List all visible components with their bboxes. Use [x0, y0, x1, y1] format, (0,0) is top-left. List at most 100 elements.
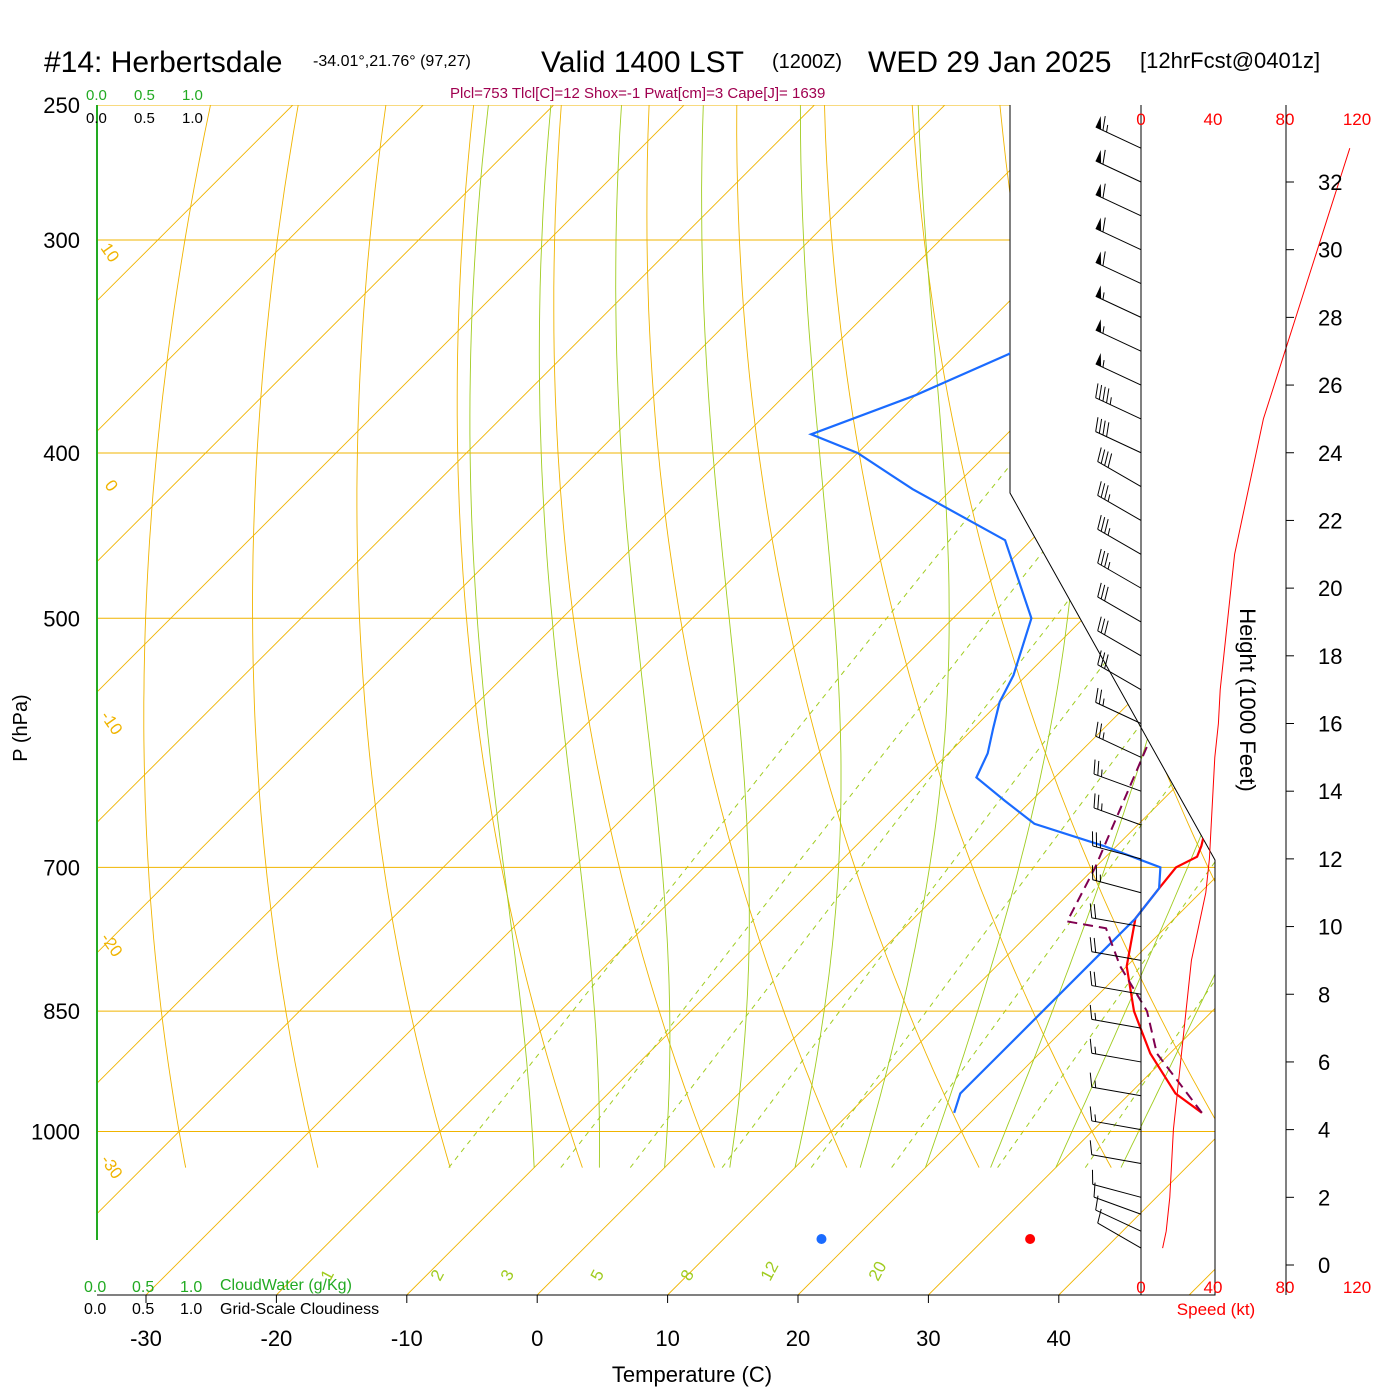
height-tick-label: 24 — [1318, 441, 1342, 466]
wind-barb — [1097, 1208, 1142, 1249]
moist-adiabat-line — [469, 105, 535, 1168]
cloud-green-bottom-2: 1.0 — [180, 1279, 202, 1296]
moist-adiabat-line — [538, 105, 600, 1168]
wind-barb — [1095, 217, 1142, 251]
dry-adiabat-label: 10 — [1037, 522, 1063, 548]
dry-adiabat-line — [143, 105, 218, 1168]
wind-speed-tick-label: 40 — [1204, 1278, 1223, 1297]
cloud-green-bottom-0: 0.0 — [84, 1279, 106, 1296]
mixing-ratio-label: 3 — [497, 1267, 518, 1284]
isotherm-line — [97, 105, 815, 1295]
dry-adiabat-label: -20 — [97, 929, 127, 960]
cloudiness-label: Grid-Scale Cloudiness — [220, 1301, 379, 1318]
wind-speed-tick-label: 120 — [1343, 110, 1371, 129]
dry-adiabat-line — [646, 105, 848, 1168]
station-title: #14: Herbertsdale — [44, 46, 282, 79]
wind-barb — [1089, 1072, 1142, 1097]
wind-barb — [1091, 831, 1142, 860]
pressure-tick-label: 500 — [43, 606, 80, 631]
wind-barb — [1089, 1106, 1142, 1131]
isotherm-line — [1188, 105, 1215, 1295]
isotherm-line — [928, 105, 1215, 1295]
pressure-tick-label: 250 — [43, 93, 80, 118]
temperature-axis: -30 -20 -10 0 10 20 30 40 — [130, 1295, 1071, 1351]
wind-barb — [1093, 793, 1142, 826]
mixing-ratio-line — [810, 452, 1215, 1168]
moist-adiabat-line — [615, 105, 671, 1168]
isotherm-line — [97, 105, 424, 1295]
mixing-ratio-label: 5 — [587, 1267, 608, 1284]
temperature-tick-label: 40 — [1047, 1326, 1071, 1351]
pressure-tick-label: 300 — [43, 228, 80, 253]
height-tick-label: 28 — [1318, 305, 1342, 330]
moist-adiabat-line — [1120, 105, 1215, 1168]
mixing-ratio-line — [560, 452, 1122, 1168]
height-tick-label: 22 — [1318, 508, 1342, 533]
height-tick-label: 18 — [1318, 644, 1342, 669]
wind-barb — [1095, 353, 1142, 386]
isotherm-line — [667, 105, 1215, 1295]
cloudwater-label: CloudWater (g/Kg) — [220, 1277, 352, 1294]
cloud-black-bottom-1: 0.5 — [132, 1301, 154, 1318]
valid-date: WED 29 Jan 2025 — [868, 46, 1111, 79]
wind-barb — [1095, 183, 1142, 217]
dry-adiabat-line — [356, 105, 451, 1168]
pressure-tick-label: 850 — [43, 999, 80, 1024]
cloud-green-top-2: 1.0 — [182, 87, 203, 104]
isotherm-line — [1058, 105, 1215, 1295]
dry-adiabat-line — [736, 105, 980, 1168]
wind-barb — [1097, 481, 1142, 521]
wind-speed-profile — [1162, 148, 1351, 1249]
moist-adiabat-line — [924, 105, 1080, 1168]
dry-adiabat-line — [1170, 105, 1215, 1168]
wind-speed-label: Speed (kt) — [1177, 1300, 1255, 1319]
mixing-ratio-line — [629, 452, 1185, 1168]
wind-barb — [1095, 149, 1142, 183]
stability-indices: Plcl=753 Tlcl[C]=12 Shox=-1 Pwat[cm]=3 C… — [450, 85, 825, 102]
mixing-ratio-label: 12 — [757, 1258, 783, 1284]
temperature-tick-label: 10 — [655, 1326, 679, 1351]
height-tick-label: 16 — [1318, 712, 1342, 737]
wind-barb — [1089, 1038, 1142, 1063]
cloud-black-bottom-2: 1.0 — [180, 1301, 202, 1318]
height-tick-label: 4 — [1318, 1118, 1330, 1143]
dry-adiabat-label: -10 — [97, 707, 127, 738]
series-line-dewpoint — [808, 133, 1178, 1114]
plot-frame — [96, 105, 1216, 1296]
isotherm-line — [97, 105, 1206, 1295]
cloud-green-bottom-1: 0.5 — [132, 1279, 154, 1296]
height-tick-label: 30 — [1318, 238, 1342, 263]
y-axis-label: P (hPa) — [10, 694, 32, 761]
wind-barb — [1089, 903, 1142, 928]
height-tick-label: 2 — [1318, 1185, 1330, 1210]
isotherm-line — [145, 105, 1215, 1295]
wind-speed-tick-label: 40 — [1204, 110, 1223, 129]
wind-barb — [1095, 115, 1142, 149]
cloud-black-top-1: 0.5 — [134, 110, 155, 127]
cloud-black-top-2: 1.0 — [182, 110, 203, 127]
wind-speed-tick-label: 80 — [1276, 110, 1295, 129]
series-line-parcel — [1065, 133, 1215, 1114]
height-tick-label: 6 — [1318, 1050, 1330, 1075]
wind-barb — [1095, 285, 1142, 318]
temperature-tick-label: 20 — [786, 1326, 810, 1351]
wind-barb — [1097, 616, 1142, 657]
wind-barb — [1097, 548, 1142, 589]
mixing-ratio-label: 8 — [677, 1267, 698, 1284]
wind-barb — [1095, 687, 1142, 724]
x-axis-label: Temperature (C) — [612, 1362, 772, 1387]
wind-barb — [1089, 937, 1142, 961]
isotherm-line — [97, 105, 554, 1295]
wind-barb — [1089, 1004, 1142, 1029]
valid-time: Valid 1400 LST — [541, 46, 744, 79]
zulu-time: (1200Z) — [772, 51, 842, 73]
temperature-tick-label: 30 — [916, 1326, 940, 1351]
height-tick-label: 0 — [1318, 1253, 1330, 1278]
dry-adiabat-label: 0 — [1009, 334, 1028, 355]
wind-barb — [1095, 721, 1142, 758]
cloud-black-top-0: 0.0 — [86, 110, 107, 127]
height-tick-label: 14 — [1318, 779, 1342, 804]
isotherm-line — [97, 105, 685, 1295]
temperature-tick-label: -10 — [391, 1326, 423, 1351]
dry-adiabat-label: -30 — [97, 1151, 127, 1182]
